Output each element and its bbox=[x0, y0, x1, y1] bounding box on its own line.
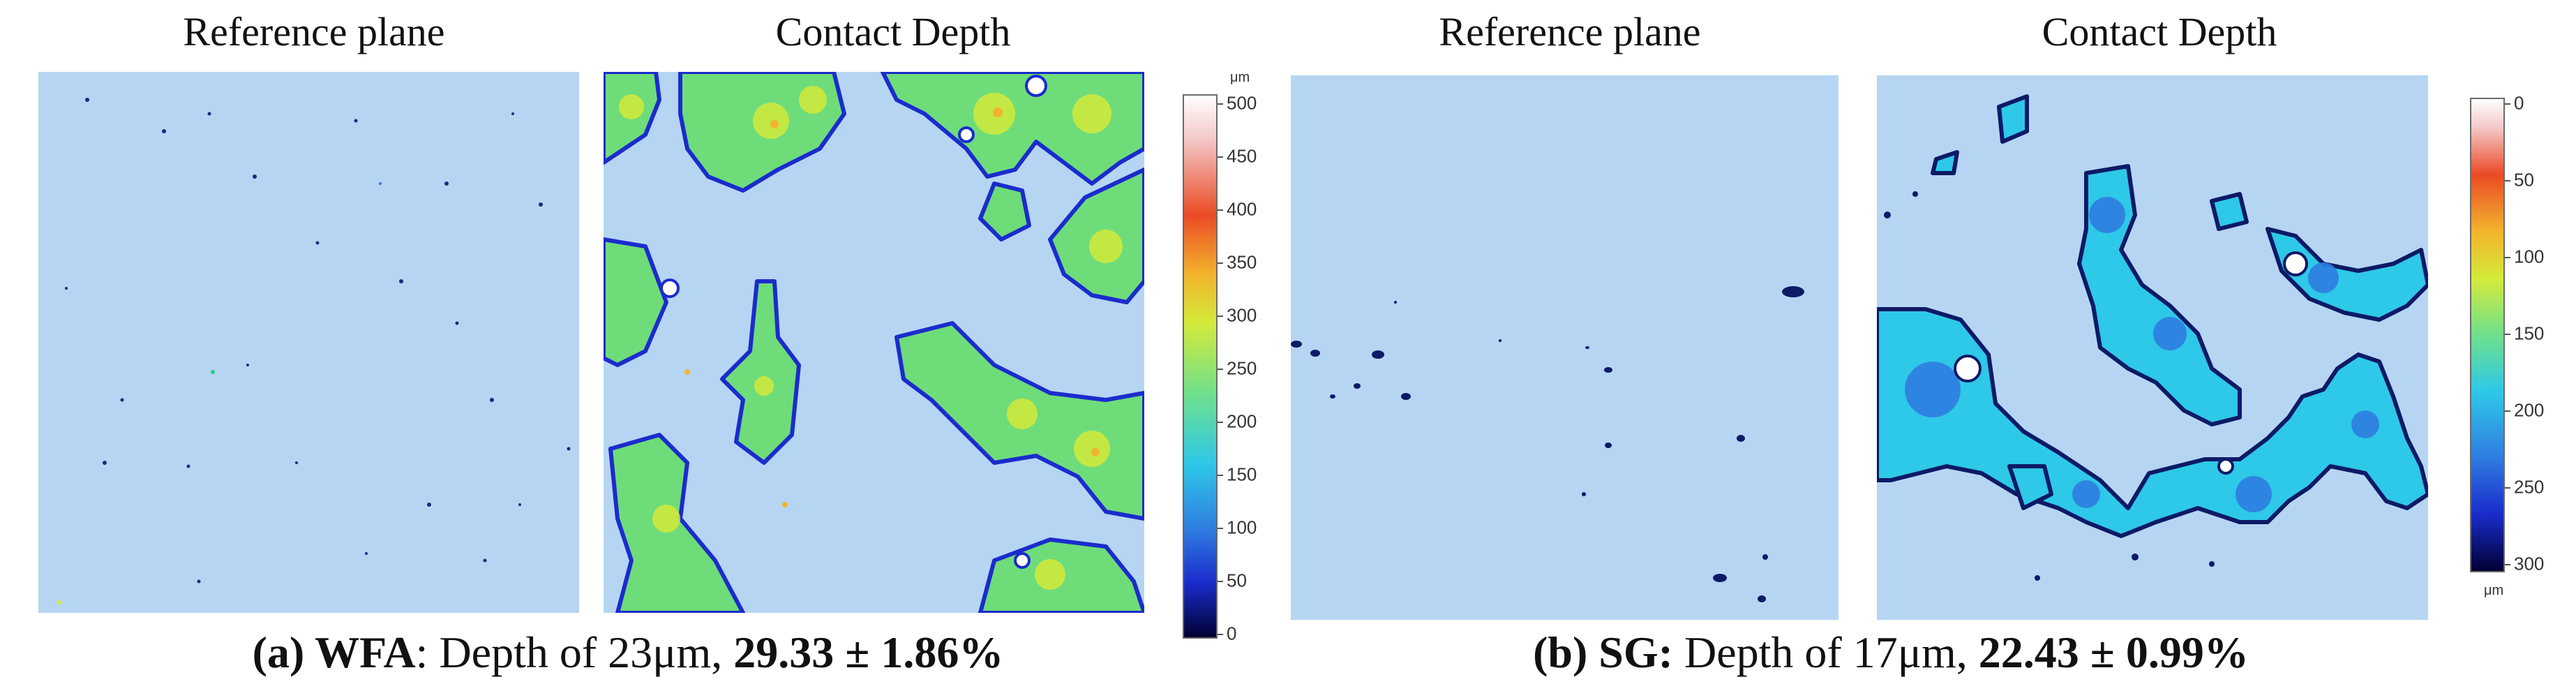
colorbar-b bbox=[2470, 98, 2505, 572]
reference-speckles-a bbox=[57, 98, 571, 604]
colorbar-a-tick: 150 bbox=[1227, 463, 1257, 485]
caption-a: (a) WFA: Depth of 23μm, 29.33 ± 1.86% bbox=[105, 621, 1151, 684]
caption-a-text: : Depth of 23μm, bbox=[415, 628, 734, 677]
colorbar-b-unit: μm bbox=[2484, 583, 2504, 598]
panel-b-reference-map bbox=[1291, 75, 1839, 620]
caption-a-value: 29.33 ± 1.86% bbox=[733, 628, 1004, 677]
panel-a-reference-title: Reference plane bbox=[183, 9, 445, 54]
caption-b-value: 22.43 ± 0.99% bbox=[1978, 628, 2249, 677]
colorbar-a-tick: 350 bbox=[1227, 251, 1257, 273]
colorbar-a bbox=[1183, 94, 1218, 639]
colorbar-b-tick: 0 bbox=[2514, 92, 2524, 114]
colorbar-a-unit: μm bbox=[1230, 70, 1250, 85]
colorbar-a-tick: 300 bbox=[1227, 304, 1257, 326]
caption-a-label: (a) WFA bbox=[252, 628, 416, 677]
colorbar-b-tick: 250 bbox=[2514, 476, 2545, 498]
panel-a-contact-depth-map bbox=[604, 72, 1144, 613]
caption-b: (b) SG: Depth of 17μm, 22.43 ± 0.99% bbox=[1368, 621, 2414, 684]
colorbar-a-tick: 500 bbox=[1227, 92, 1257, 114]
colorbar-a-tick: 200 bbox=[1227, 410, 1257, 432]
contact-depth-regions-a bbox=[604, 72, 1144, 613]
colorbar-a-tick: 50 bbox=[1227, 570, 1247, 591]
caption-b-text: Depth of 17μm, bbox=[1672, 628, 1979, 677]
colorbar-a-tick: 450 bbox=[1227, 145, 1257, 167]
colorbar-b-tick: 50 bbox=[2514, 169, 2534, 191]
contact-depth-regions-b bbox=[1877, 94, 2428, 581]
colorbar-b-tick: 200 bbox=[2514, 399, 2545, 421]
colorbar-b-tick: 300 bbox=[2514, 553, 2545, 574]
colorbar-a-tick: 100 bbox=[1227, 517, 1257, 538]
panel-b-reference-title: Reference plane bbox=[1439, 9, 1701, 54]
panel-b-contact-depth-map bbox=[1877, 75, 2428, 620]
panel-a-reference-map bbox=[38, 72, 579, 613]
panel-a-contact-depth-title: Contact Depth bbox=[775, 9, 1011, 54]
colorbar-b-tick: 150 bbox=[2514, 322, 2545, 344]
reference-speckles-b bbox=[1291, 286, 1804, 602]
caption-b-label: (b) SG: bbox=[1533, 628, 1673, 677]
colorbar-a-tick: 400 bbox=[1227, 198, 1257, 220]
colorbar-a-tick: 0 bbox=[1227, 623, 1237, 644]
panel-b-contact-depth-title: Contact Depth bbox=[2042, 9, 2277, 54]
colorbar-a-tick: 250 bbox=[1227, 357, 1257, 379]
colorbar-b-tick: 100 bbox=[2514, 246, 2545, 267]
